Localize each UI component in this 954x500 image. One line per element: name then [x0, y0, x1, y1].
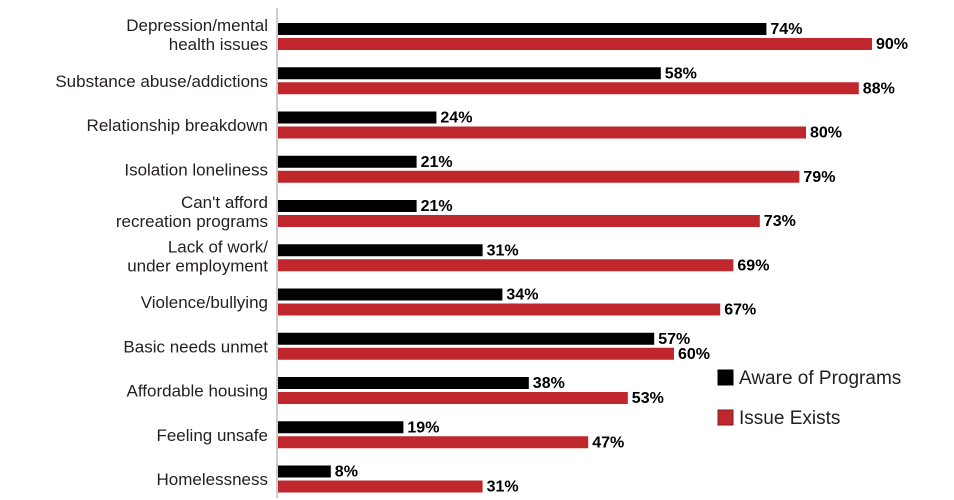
- bar-aware-of-programs: [278, 23, 767, 35]
- category-label: Depression/mental: [126, 16, 268, 35]
- data-label: 21%: [421, 154, 453, 171]
- bar-aware-of-programs: [278, 421, 404, 434]
- category-label: under employment: [127, 256, 268, 275]
- bar-issue-exists: [278, 303, 721, 316]
- bar-issue-exists: [278, 259, 734, 272]
- data-label: 74%: [770, 21, 802, 38]
- bar-issue-exists: [278, 480, 483, 493]
- category-label: Feeling unsafe: [156, 426, 268, 445]
- category-label: Violence/bullying: [141, 293, 268, 312]
- data-label: 90%: [876, 36, 908, 53]
- bar-aware-of-programs: [278, 67, 661, 80]
- data-label: 79%: [803, 169, 835, 186]
- bar-issue-exists: [278, 170, 800, 183]
- category-label: Substance abuse/addictions: [55, 72, 268, 91]
- bar-aware-of-programs: [278, 377, 529, 389]
- bar-issue-exists: [278, 38, 872, 50]
- data-label: 38%: [533, 375, 565, 392]
- legend: Aware of Programs Issue Exists: [717, 368, 901, 429]
- data-label: 73%: [764, 213, 796, 230]
- bar-aware-of-programs: [278, 244, 483, 257]
- category-label: Relationship breakdown: [87, 116, 268, 135]
- bar-aware-of-programs: [278, 465, 331, 478]
- data-label: 88%: [863, 80, 895, 97]
- bar-issue-exists: [278, 126, 806, 139]
- data-label: 53%: [632, 390, 664, 407]
- category-label: Isolation loneliness: [124, 160, 268, 179]
- category-label: Homelessness: [157, 470, 269, 489]
- data-label: 57%: [658, 331, 690, 348]
- category-label: health issues: [169, 35, 268, 54]
- bars-group: [278, 23, 872, 493]
- bar-aware-of-programs: [278, 111, 437, 124]
- bar-aware-of-programs: [278, 332, 655, 345]
- legend-label: Issue Exists: [739, 408, 840, 429]
- data-label: 69%: [737, 257, 769, 274]
- data-label: 31%: [487, 242, 519, 259]
- data-label: 58%: [665, 65, 697, 82]
- data-label: 19%: [407, 419, 439, 436]
- data-label: 67%: [724, 302, 756, 319]
- bar-issue-exists: [278, 392, 628, 404]
- category-label: Can't afford: [181, 193, 268, 212]
- data-label: 8%: [335, 464, 358, 481]
- data-label: 60%: [678, 346, 710, 363]
- bar-aware-of-programs: [278, 155, 417, 168]
- data-label: 80%: [810, 125, 842, 142]
- bar-issue-exists: [278, 215, 760, 227]
- bar-issue-exists: [278, 436, 589, 449]
- data-label: 31%: [487, 479, 519, 496]
- bar-issue-exists: [278, 347, 674, 360]
- legend-swatch-aware-of-programs: [717, 369, 734, 386]
- bar-aware-of-programs: [278, 200, 417, 212]
- legend-label: Aware of Programs: [739, 368, 901, 389]
- data-label: 21%: [421, 198, 453, 215]
- category-label: Basic needs unmet: [123, 337, 268, 356]
- bar-aware-of-programs: [278, 288, 503, 301]
- data-label: 24%: [440, 110, 472, 127]
- bar-issue-exists: [278, 82, 859, 95]
- category-label: Lack of work/: [168, 237, 268, 256]
- data-label: 34%: [506, 287, 538, 304]
- legend-swatch-issue-exists: [717, 409, 734, 426]
- category-label: recreation programs: [116, 212, 268, 231]
- category-label: Affordable housing: [127, 382, 268, 401]
- data-label: 47%: [592, 434, 624, 451]
